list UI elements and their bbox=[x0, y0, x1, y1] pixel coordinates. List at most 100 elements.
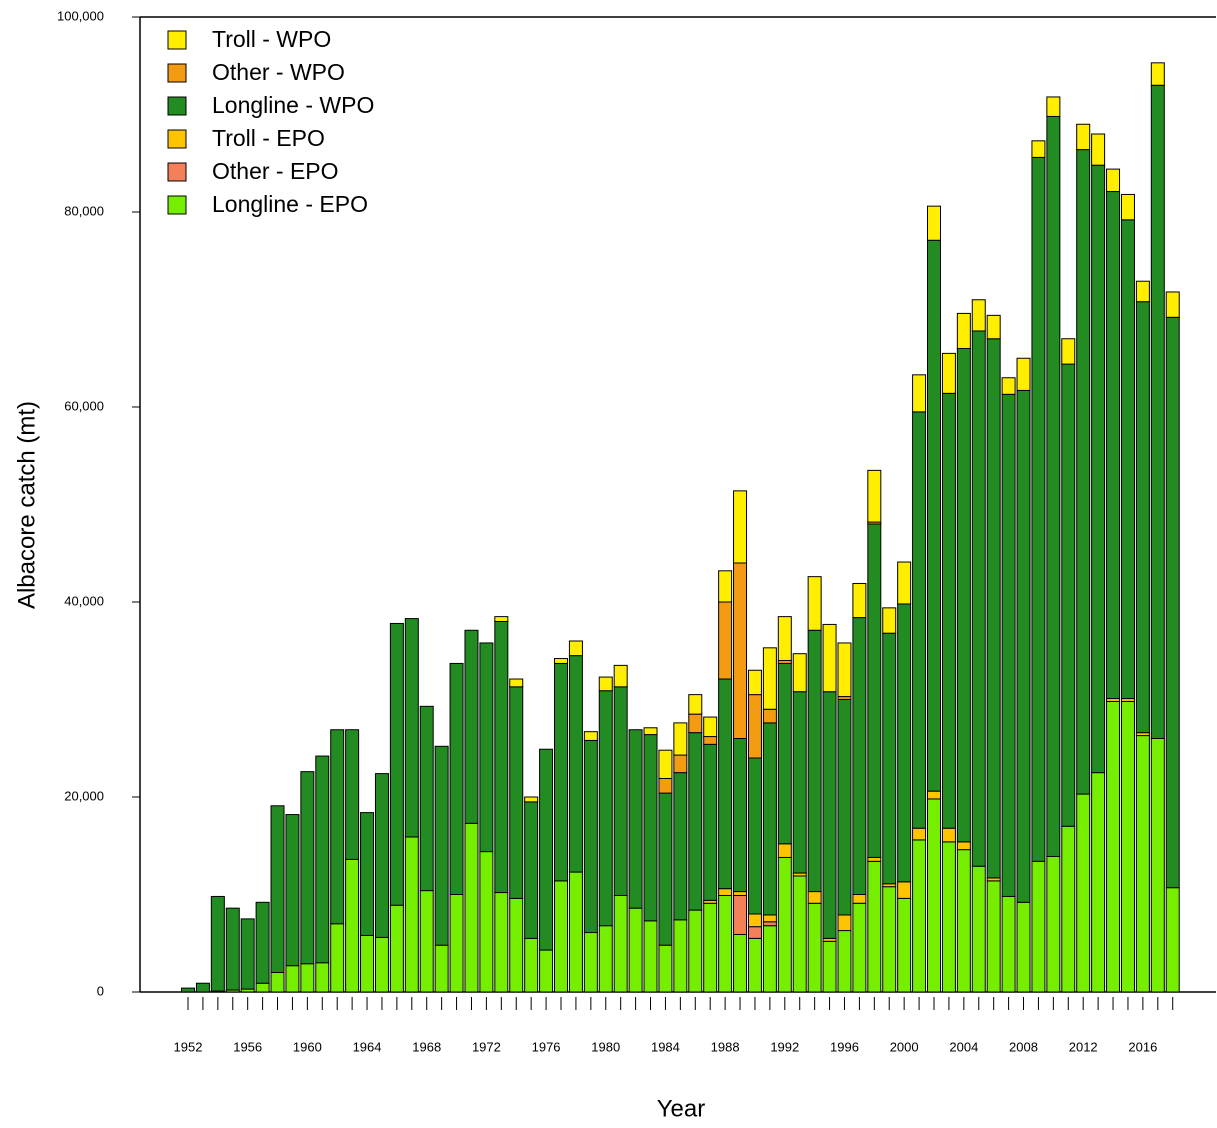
bar-segment bbox=[867, 860, 882, 993]
bar-segment bbox=[792, 875, 807, 993]
bar-segment bbox=[643, 920, 658, 993]
bar-segment bbox=[1150, 738, 1165, 993]
bar-segment bbox=[1031, 860, 1046, 993]
bar-segment bbox=[912, 411, 927, 829]
bar-segment bbox=[509, 897, 524, 993]
bar-segment bbox=[807, 629, 822, 893]
bar-segment bbox=[762, 647, 777, 710]
bar-segment bbox=[255, 982, 270, 993]
bar-segment bbox=[374, 936, 389, 993]
bar-segment bbox=[539, 748, 554, 951]
bar-segment bbox=[703, 736, 718, 745]
bar-segment bbox=[912, 839, 927, 993]
bar-segment bbox=[494, 616, 509, 622]
bar-segment bbox=[1061, 363, 1076, 827]
bar-segment bbox=[1046, 115, 1061, 857]
bar-segment bbox=[882, 632, 897, 885]
bar-segment bbox=[479, 642, 494, 853]
bar-segment bbox=[568, 655, 583, 873]
bar-segment bbox=[867, 469, 882, 523]
bar-segment bbox=[956, 841, 971, 851]
bar-segment bbox=[613, 664, 628, 688]
bar-segment bbox=[852, 902, 867, 993]
bar-segment bbox=[389, 904, 404, 993]
bar-segment bbox=[404, 618, 419, 838]
bar-segment bbox=[718, 601, 733, 680]
bar-segment bbox=[1076, 793, 1091, 993]
bar-segment bbox=[956, 849, 971, 993]
bar-segment bbox=[524, 796, 539, 803]
bar-segment bbox=[479, 851, 494, 993]
legend-swatch bbox=[167, 162, 187, 182]
bar-segment bbox=[658, 749, 673, 779]
bar-segment bbox=[733, 933, 748, 993]
bar-segment bbox=[464, 822, 479, 993]
bar-segment bbox=[643, 734, 658, 922]
bar-segment bbox=[210, 895, 225, 992]
bar-segment bbox=[762, 921, 777, 927]
bar-segment bbox=[777, 856, 792, 993]
bar-segment bbox=[1150, 62, 1165, 86]
bar-segment bbox=[941, 827, 956, 843]
bar-segment bbox=[971, 299, 986, 332]
bar-segment bbox=[1061, 338, 1076, 365]
bar-segment bbox=[747, 913, 762, 928]
bar-segment bbox=[1016, 389, 1031, 903]
bar-segment bbox=[897, 897, 912, 993]
bar-segment bbox=[1106, 700, 1121, 993]
bar-segment bbox=[941, 352, 956, 394]
bar-segment bbox=[494, 892, 509, 993]
bar-segment bbox=[449, 662, 464, 895]
bar-segment bbox=[777, 662, 792, 845]
bar-segment bbox=[583, 731, 598, 741]
bar-segment bbox=[837, 642, 852, 698]
bar-segment bbox=[658, 944, 673, 993]
bar-segment bbox=[927, 239, 941, 792]
bar-segment bbox=[897, 881, 912, 899]
bar-segment bbox=[747, 937, 762, 993]
bar-segment bbox=[986, 338, 1001, 879]
bar-segment bbox=[1046, 96, 1061, 117]
bar-segment bbox=[867, 523, 882, 858]
bar-segment bbox=[389, 622, 404, 906]
bar-segment bbox=[747, 926, 762, 939]
bar-segment bbox=[777, 843, 792, 858]
bar-segment bbox=[1135, 280, 1150, 303]
legend-label: Troll - WPO bbox=[212, 26, 331, 52]
bar-segment bbox=[733, 891, 748, 896]
bar-segment bbox=[270, 972, 285, 993]
bar-segment bbox=[404, 836, 419, 993]
bar-segment bbox=[270, 805, 285, 974]
bar-segment bbox=[345, 729, 360, 860]
y-tick-label: 100,000 bbox=[57, 8, 104, 23]
bar-segment bbox=[658, 792, 673, 946]
bar-segment bbox=[554, 880, 568, 993]
bar-segment bbox=[1016, 357, 1031, 391]
bar-segment bbox=[971, 865, 986, 993]
bar-segment bbox=[554, 662, 568, 882]
bar-segment bbox=[807, 576, 822, 631]
bar-segment bbox=[718, 678, 733, 890]
bar-segment bbox=[822, 623, 837, 693]
legend-swatch bbox=[167, 195, 187, 215]
bar-segment bbox=[837, 914, 852, 932]
legend-label: Longline - EPO bbox=[212, 191, 368, 217]
bar-segment bbox=[464, 629, 479, 824]
bar-segment bbox=[747, 757, 762, 915]
bar-segment bbox=[434, 944, 449, 993]
bar-segment bbox=[703, 716, 718, 738]
legend-swatch bbox=[167, 129, 187, 149]
bar-segment bbox=[867, 856, 882, 862]
bar-segment bbox=[807, 902, 822, 993]
bar-segment bbox=[1091, 772, 1106, 993]
x-tick-label: 1980 bbox=[591, 1039, 620, 1054]
bar-segment bbox=[897, 603, 912, 883]
bar-segment bbox=[524, 801, 539, 939]
bar-segment bbox=[941, 392, 956, 829]
bar-segment bbox=[374, 773, 389, 938]
bar-segment bbox=[673, 722, 688, 756]
legend-swatch bbox=[167, 63, 187, 83]
bar-segment bbox=[1106, 191, 1121, 700]
bar-segment bbox=[1016, 901, 1031, 993]
bar-segment bbox=[807, 891, 822, 904]
